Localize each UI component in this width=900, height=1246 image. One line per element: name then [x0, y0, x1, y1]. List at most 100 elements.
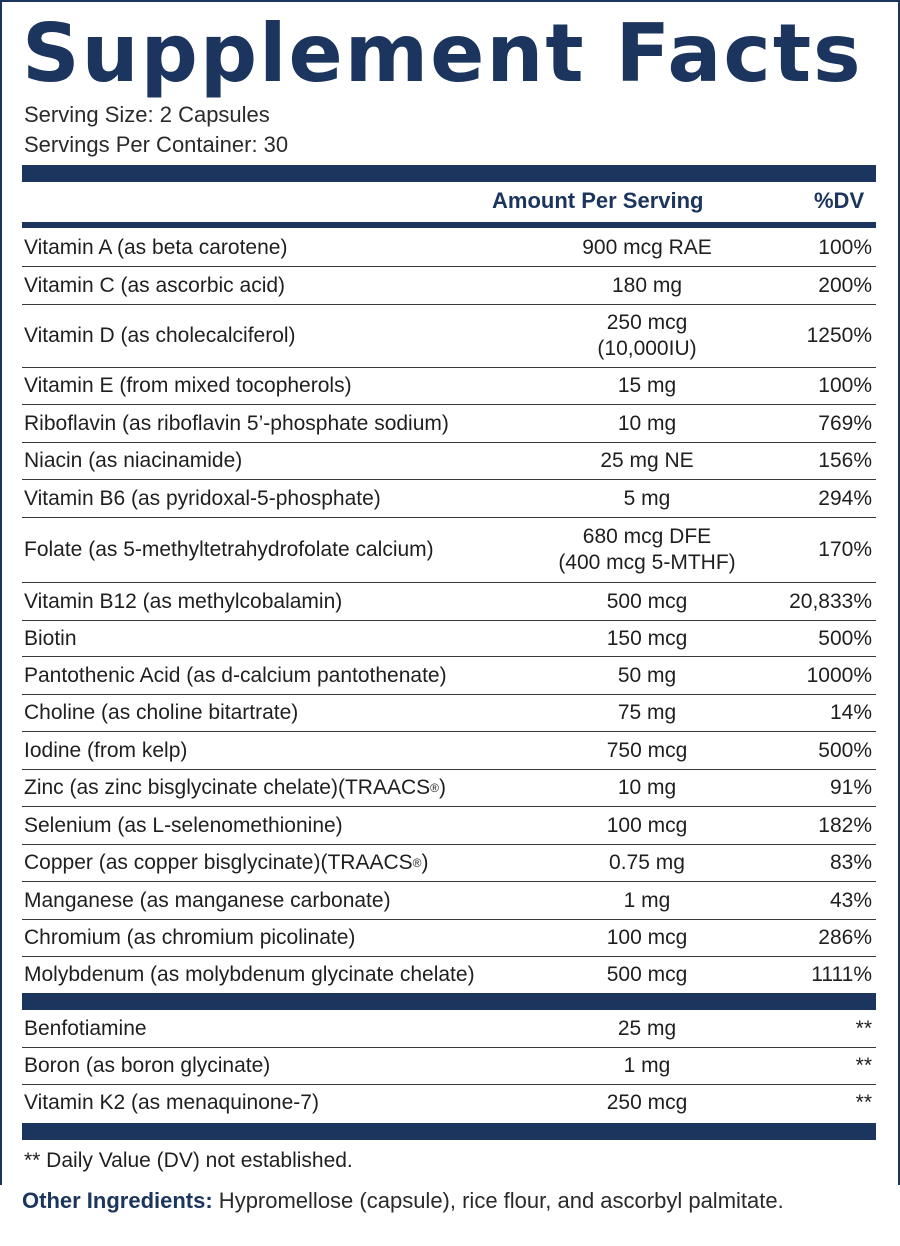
nutrient-dv: 200% — [818, 273, 872, 297]
nutrient-name: Pantothenic Acid (as d-calcium pantothen… — [24, 663, 447, 687]
table-row: Molybdenum (as molybdenum glycinate chel… — [22, 957, 876, 993]
table-row: Boron (as boron glycinate) 1 mg ** — [22, 1048, 876, 1085]
nutrient-name: Chromium (as chromium picolinate) — [24, 926, 356, 949]
nutrient-name: Iodine (from kelp) — [24, 738, 188, 762]
nutrient-amount: 750 mcg — [606, 738, 688, 762]
nutrient-dv: 83% — [829, 851, 872, 874]
nutrient-amount: 50 mg — [617, 663, 677, 687]
nutrient-name: Selenium (as L-selenomethionine) — [24, 813, 343, 837]
nutrient-amount: 10 mg — [617, 411, 677, 435]
serving-size: Serving Size: 2 Capsules — [24, 102, 270, 127]
nutrient-dv: 43% — [829, 888, 872, 912]
nutrient-name: Molybdenum (as molybdenum glycinate chel… — [24, 963, 475, 986]
nutrient-amount: 0.75 mg — [609, 851, 685, 874]
nutrient-amount: 500 mcg — [606, 963, 688, 986]
nutrient-amount: 1 mg — [623, 1054, 671, 1077]
nutrient-dv: 500% — [818, 738, 872, 762]
nutrient-amount: 75 mg — [617, 701, 677, 724]
table-row: Niacin (as niacinamide) 25 mg NE 156% — [22, 443, 876, 480]
nutrient-amount: 150 mcg — [606, 626, 688, 650]
thick-divider-middle — [22, 993, 876, 1010]
nutrient-name: Riboflavin (as riboflavin 5’-phosphate s… — [24, 411, 449, 435]
nutrient-amount: 100 mcg — [606, 926, 688, 949]
nutrient-name: Zinc (as zinc bisglycinate chelate)(TRAA… — [24, 776, 446, 799]
nutrient-dv: 156% — [818, 449, 872, 472]
nutrient-name: Vitamin E (from mixed tocopherols) — [24, 374, 352, 397]
table-row: Biotin 150 mcg 500% — [22, 621, 876, 657]
nutrient-dv: 182% — [818, 813, 872, 837]
table-row: Vitamin D (as cholecalciferol) 250 mcg (1… — [22, 305, 876, 368]
nutrient-dv: ** — [855, 1054, 872, 1077]
table-row: Selenium (as L-selenomethionine) 100 mcg 1… — [22, 807, 876, 845]
table-row: Copper (as copper bisglycinate)(TRAACS ®)… — [22, 845, 876, 882]
table-row: Iodine (from kelp) 750 mcg 500% — [22, 732, 876, 770]
dv-header: %DV — [814, 188, 865, 213]
nutrient-amount: 1 mg — [623, 888, 671, 912]
nutrient-amount: 500 mcg — [606, 589, 688, 613]
nutrient-dv: 170% — [818, 538, 872, 561]
amount-per-serving-header: Amount Per Serving — [492, 188, 704, 213]
page-title: Supplement Facts — [22, 7, 863, 100]
table-row: Chromium (as chromium picolinate) 100 mcg… — [22, 920, 876, 957]
nutrient-name: Choline (as choline bitartrate) — [24, 701, 299, 724]
nutrient-dv: ** — [855, 1091, 872, 1114]
nutrient-amount: 10 mg — [617, 776, 677, 799]
table-row: Riboflavin (as riboflavin 5’-phosphate s… — [22, 405, 876, 443]
nutrient-amount: 25 mg NE — [600, 449, 694, 472]
table-row: Zinc (as zinc bisglycinate chelate)(TRAA… — [22, 770, 876, 807]
other-ingredients: Other Ingredients: Hypromellose (capsule… — [22, 1186, 882, 1215]
nutrient-dv: 100% — [818, 374, 872, 397]
nutrient-name: Boron (as boron glycinate) — [24, 1054, 271, 1077]
nutrient-dv: 769% — [818, 411, 872, 435]
nutrient-amount: 680 mcg DFE (400 mcg 5-MTHF) — [558, 525, 736, 574]
nutrient-name: Benfotiamine — [24, 1016, 147, 1040]
medium-divider — [22, 222, 876, 228]
nutrient-name: Vitamin A (as beta carotene) — [24, 235, 288, 259]
table-row: Benfotiamine 25 mg ** — [22, 1010, 876, 1048]
nutrient-name: Vitamin B6 (as pyridoxal-5-phosphate) — [24, 486, 381, 510]
supplement-facts-panel — [0, 0, 900, 1185]
nutrient-name: Vitamin B12 (as methylcobalamin) — [24, 589, 343, 613]
nutrient-amount: 25 mg — [617, 1016, 677, 1040]
nutrient-dv: 100% — [818, 235, 872, 259]
table-row: Vitamin K2 (as menaquinone-7) 250 mcg ** — [22, 1085, 876, 1121]
nutrient-amount: 5 mg — [623, 486, 671, 510]
nutrient-dv: 14% — [829, 701, 872, 724]
nutrient-name: Vitamin K2 (as menaquinone-7) — [24, 1091, 319, 1114]
nutrient-dv: 91% — [829, 776, 872, 799]
nutrient-amount: 15 mg — [617, 374, 677, 397]
table-row: Vitamin A (as beta carotene) 900 mcg RAE 1… — [22, 229, 876, 267]
nutrient-dv: 286% — [818, 926, 872, 949]
nutrient-name: Biotin — [24, 626, 77, 650]
nutrient-name: Vitamin D (as cholecalciferol) — [24, 324, 296, 347]
nutrient-amount: 900 mcg RAE — [582, 235, 712, 259]
nutrient-dv: 1250% — [806, 324, 872, 347]
table-row: Manganese (as manganese carbonate) 1 mg 43… — [22, 882, 876, 920]
table-row: Vitamin C (as ascorbic acid) 180 mg 200% — [22, 267, 876, 305]
nutrient-amount: 100 mcg — [606, 813, 688, 837]
table-row: Folate (as 5-methyltetrahydrofolate calc… — [22, 518, 876, 583]
nutrient-name: Folate (as 5-methyltetrahydrofolate calc… — [24, 538, 434, 561]
nutrient-amount: 250 mcg — [606, 1091, 688, 1114]
nutrient-dv: 294% — [818, 486, 872, 510]
nutrient-amount: 180 mg — [611, 273, 683, 297]
nutrient-dv: ** — [855, 1016, 872, 1040]
other-ingredients-text: Hypromellose (capsule), rice flour, and … — [212, 1188, 784, 1213]
table-row: Vitamin E (from mixed tocopherols) 15 mg 1… — [22, 368, 876, 405]
thick-divider-top — [22, 165, 876, 182]
table-row: Pantothenic Acid (as d-calcium pantothen… — [22, 657, 876, 695]
nutrient-dv: 1000% — [806, 663, 872, 687]
dv-footnote: ** Daily Value (DV) not established. — [24, 1149, 353, 1172]
table-row: Choline (as choline bitartrate) 75 mg 14% — [22, 695, 876, 732]
table-row: Vitamin B12 (as methylcobalamin) 500 mcg 2… — [22, 583, 876, 621]
table-row: Vitamin B6 (as pyridoxal-5-phosphate) 5 m… — [22, 480, 876, 518]
servings-per-container: Servings Per Container: 30 — [24, 132, 289, 157]
nutrient-name: Copper (as copper bisglycinate)(TRAACS ®) — [24, 851, 429, 874]
nutrient-dv: 500% — [818, 626, 872, 650]
nutrient-dv: 1111% — [811, 963, 872, 986]
thick-divider-bottom — [22, 1123, 876, 1140]
other-ingredients-label: Other Ingredients: — [22, 1188, 213, 1213]
nutrient-name: Manganese (as manganese carbonate) — [24, 888, 391, 912]
nutrient-dv: 20,833% — [789, 589, 872, 613]
nutrient-name: Vitamin C (as ascorbic acid) — [24, 273, 286, 297]
